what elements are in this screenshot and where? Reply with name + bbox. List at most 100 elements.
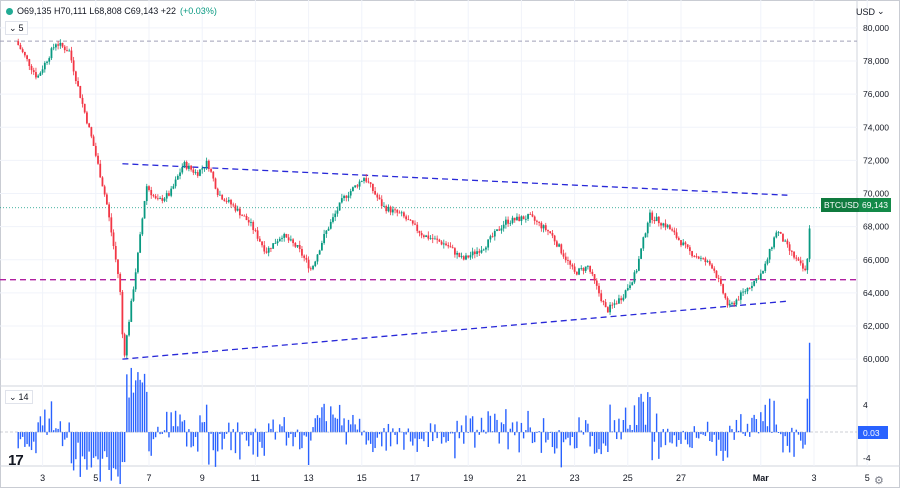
histogram-bar xyxy=(474,432,476,448)
candle-body xyxy=(316,254,319,262)
time-tick-label: 5 xyxy=(865,473,870,483)
currency-selector[interactable]: USD ⌄ xyxy=(856,6,885,17)
histogram-bar xyxy=(642,401,645,433)
histogram-bar xyxy=(465,415,467,433)
candle-body xyxy=(159,197,161,199)
candle-body xyxy=(305,257,308,260)
candle-body xyxy=(196,172,199,176)
candle-body xyxy=(77,81,79,86)
histogram-bar xyxy=(633,405,636,433)
histogram-bar xyxy=(746,423,749,433)
candle-body xyxy=(764,263,767,271)
candle-body xyxy=(717,277,720,279)
candle-body xyxy=(691,251,693,257)
candle-body xyxy=(92,136,95,146)
candle-body xyxy=(121,291,124,335)
candle-body xyxy=(580,268,583,269)
histogram-bar xyxy=(356,429,359,433)
histogram-bar xyxy=(325,421,328,433)
candle-body xyxy=(289,239,292,241)
candle-body xyxy=(782,233,784,242)
histogram-bar xyxy=(305,432,308,437)
candle-body xyxy=(356,185,359,187)
candle-body xyxy=(396,209,399,213)
candle-body xyxy=(637,258,640,271)
histogram-bar xyxy=(285,432,288,446)
histogram-bar xyxy=(753,414,755,433)
price-tick-label: 64,000 xyxy=(863,288,889,298)
histogram-bar xyxy=(669,432,671,443)
indicator-count: 5 xyxy=(18,23,24,33)
candle-body xyxy=(516,216,518,221)
histogram-bar xyxy=(334,417,336,433)
histogram-bar xyxy=(667,428,669,433)
candle-body xyxy=(600,293,603,301)
time-tick-label: 5 xyxy=(93,473,98,483)
histogram-bar xyxy=(580,430,582,433)
histogram-bar xyxy=(680,432,682,444)
histogram-bar xyxy=(489,415,492,433)
histogram-bar xyxy=(733,432,735,440)
candle-body xyxy=(152,195,155,197)
histogram-bar xyxy=(35,432,37,454)
candle-body xyxy=(766,259,769,264)
candle-body xyxy=(613,303,616,305)
candle-body xyxy=(360,180,363,182)
oscillator-toggle[interactable]: ⌄ 14 xyxy=(5,390,33,404)
candle-body xyxy=(63,46,66,51)
histogram-bar xyxy=(443,432,445,438)
histogram-bar xyxy=(429,423,432,433)
price-tick-label: 72,000 xyxy=(863,155,889,165)
chevron-down-icon: ⌄ xyxy=(877,6,885,16)
candle-body xyxy=(272,243,275,249)
indicator-toggle[interactable]: ⌄ 5 xyxy=(5,21,28,35)
candle-body xyxy=(55,44,57,48)
histogram-bar xyxy=(420,432,423,439)
histogram-bar xyxy=(183,420,186,433)
histogram-bar xyxy=(449,432,452,434)
candle-body xyxy=(298,244,301,250)
histogram-bar xyxy=(385,432,387,451)
histogram-bar xyxy=(427,432,429,448)
candle-body xyxy=(502,224,505,229)
candle-body xyxy=(735,299,738,305)
histogram-bar xyxy=(786,432,789,446)
candle-body xyxy=(329,221,332,229)
histogram-bar xyxy=(571,432,574,437)
histogram-bar xyxy=(664,432,667,446)
histogram-bar xyxy=(323,403,325,433)
settings-gear-icon[interactable]: ⚙ xyxy=(874,475,884,487)
candle-body xyxy=(216,188,219,196)
candle-body xyxy=(343,195,345,199)
change-percent: (+0.03%) xyxy=(180,6,217,16)
candle-body xyxy=(72,60,75,72)
candle-body xyxy=(143,201,146,219)
histogram-bar xyxy=(248,432,250,447)
candle-body xyxy=(285,233,288,238)
histogram-bar xyxy=(376,432,379,438)
histogram-bar xyxy=(405,432,407,435)
candle-body xyxy=(511,217,514,223)
histogram-bar xyxy=(518,432,520,453)
candle-body xyxy=(757,278,760,280)
histogram-bar xyxy=(239,432,241,460)
upper-trendline xyxy=(122,163,788,196)
candle-body xyxy=(163,198,166,201)
histogram-bar xyxy=(201,422,203,433)
candle-body xyxy=(688,247,691,252)
candle-body xyxy=(247,220,250,223)
candle-body xyxy=(753,280,756,286)
histogram-bar xyxy=(463,432,465,444)
candle-body xyxy=(172,186,175,189)
histogram-bar xyxy=(310,432,312,441)
histogram-bar xyxy=(166,411,168,433)
histogram-bar xyxy=(653,432,656,442)
candle-body xyxy=(207,160,210,170)
candle-body xyxy=(378,197,381,200)
chevron-down-icon: ⌄ xyxy=(9,23,17,33)
histogram-bar xyxy=(640,393,642,433)
histogram-bar xyxy=(19,432,22,440)
candle-body xyxy=(108,204,110,218)
candle-body xyxy=(567,260,569,262)
